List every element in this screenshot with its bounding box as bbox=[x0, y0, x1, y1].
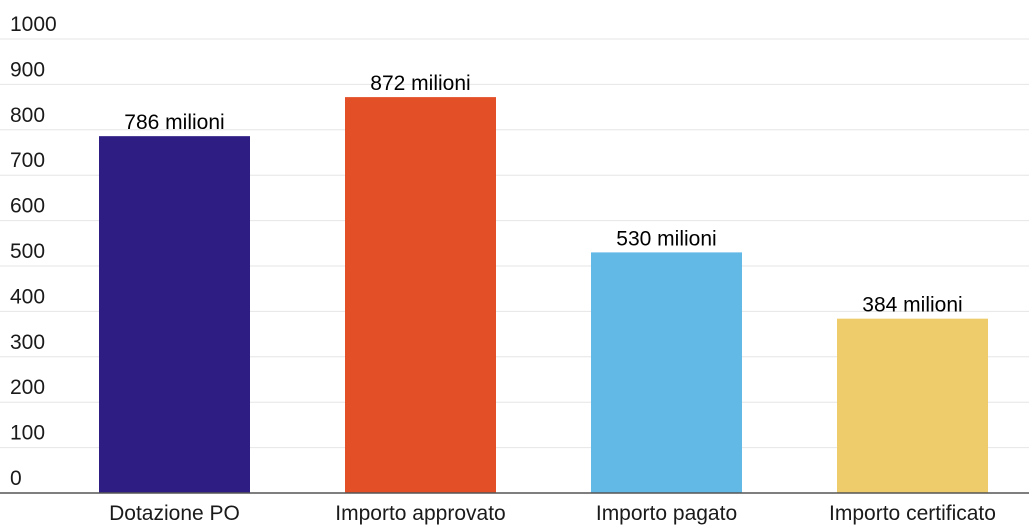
y-tick-label: 300 bbox=[10, 331, 45, 354]
y-tick-label: 600 bbox=[10, 195, 45, 218]
x-tick-label: Dotazione PO bbox=[109, 502, 240, 525]
data-label: 786 milioni bbox=[124, 111, 224, 134]
bar bbox=[837, 318, 988, 493]
y-tick-label: 700 bbox=[10, 149, 45, 172]
data-label: 530 milioni bbox=[616, 227, 716, 250]
bar bbox=[345, 97, 496, 493]
y-tick-label: 100 bbox=[10, 422, 45, 445]
y-tick-label: 0 bbox=[10, 467, 22, 490]
y-tick-label: 200 bbox=[10, 376, 45, 399]
x-tick-label: Importo approvato bbox=[335, 502, 505, 525]
y-tick-label: 800 bbox=[10, 104, 45, 127]
y-axis-ticks: 0 100 200 300 400 500 600 700 800 900 1000 bbox=[10, 13, 57, 490]
bar bbox=[591, 252, 742, 493]
y-tick-label: 500 bbox=[10, 240, 45, 263]
data-label: 384 milioni bbox=[862, 294, 962, 317]
bar bbox=[99, 136, 250, 493]
data-labels: 786 milioni 872 milioni 530 milioni 384 mil… bbox=[124, 72, 962, 317]
x-tick-label: Importo certificato bbox=[829, 502, 996, 525]
y-tick-label: 900 bbox=[10, 58, 45, 81]
x-tick-label: Importo pagato bbox=[596, 502, 737, 525]
y-tick-label: 400 bbox=[10, 285, 45, 308]
y-tick-label: 1000 bbox=[10, 13, 57, 36]
x-axis-ticks: Dotazione PO Importo approvato Importo pag… bbox=[109, 502, 996, 525]
bars bbox=[99, 97, 988, 493]
data-label: 872 milioni bbox=[370, 72, 470, 95]
